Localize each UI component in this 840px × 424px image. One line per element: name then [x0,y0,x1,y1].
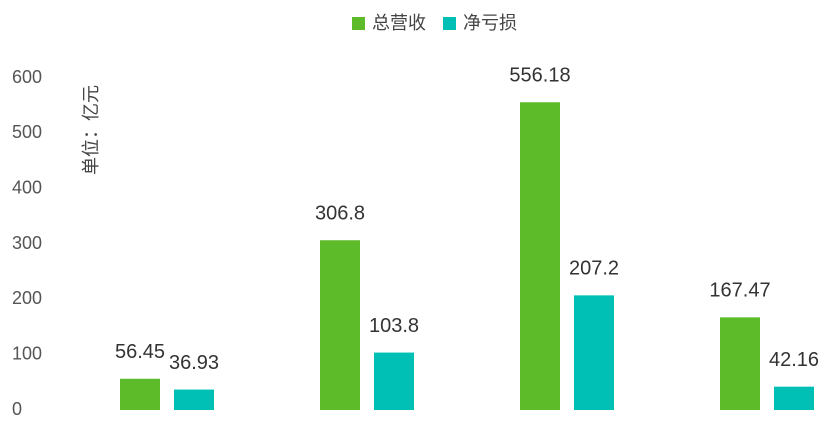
y-tick-label: 500 [12,122,42,142]
y-tick-label: 200 [12,288,42,308]
bar [774,386,814,410]
value-label: 306.8 [315,203,365,225]
value-label: 36.93 [169,352,219,374]
legend-label: 净亏损 [463,13,517,33]
bar [720,317,760,410]
legend-swatch [352,17,365,30]
bar [120,378,160,410]
value-label: 56.45 [115,341,165,363]
y-tick-label: 100 [12,343,42,363]
value-label: 103.8 [369,315,419,337]
y-tick-label: 0 [12,399,22,419]
legend-label: 总营收 [372,13,426,33]
value-label: 42.16 [769,349,819,371]
y-tick-label: 600 [12,67,42,87]
bar [574,295,614,410]
value-label: 207.2 [569,258,619,280]
bar [374,352,414,410]
bar [320,240,360,410]
value-label: 556.18 [509,65,570,87]
y-axis-label: 单位：亿元 [81,85,101,175]
y-tick-label: 400 [12,177,42,197]
legend-swatch [443,17,456,30]
bar [174,389,214,410]
bar [520,102,560,410]
value-label: 167.47 [709,280,770,302]
y-tick-label: 300 [12,233,42,253]
